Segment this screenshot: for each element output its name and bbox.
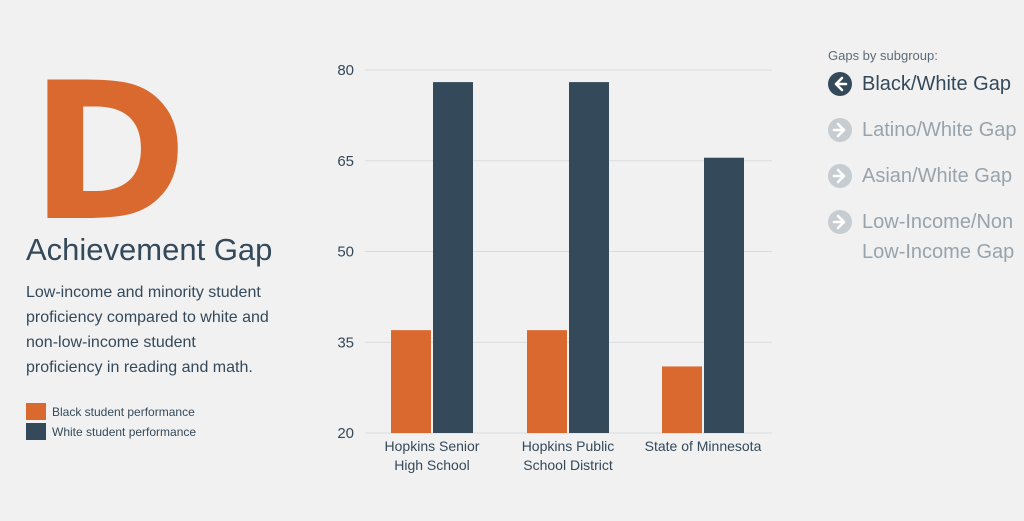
x-category-label: High School [394, 457, 470, 473]
y-tick-label: 80 [337, 62, 354, 79]
x-category-label: State of Minnesota [645, 438, 762, 454]
gap-item-asian-white[interactable]: Asian/White Gap [828, 161, 1018, 191]
section-title: Achievement Gap [26, 232, 273, 267]
gaps-panel: Gaps by subgroup: Black/White Gap Latino/… [828, 48, 1018, 283]
arrow-right-icon [828, 164, 852, 188]
gaps-header: Gaps by subgroup: [828, 48, 938, 63]
bar-white-0 [433, 82, 473, 433]
y-tick-label: 65 [337, 153, 354, 170]
section-description: Low-income and minority student proficie… [26, 284, 269, 376]
gap-label: Black/White Gap [862, 73, 1011, 95]
legend-item-black: Black student performance [26, 402, 196, 421]
y-tick-label: 50 [337, 244, 354, 261]
gap-item-latino-white[interactable]: Latino/White Gap [828, 115, 1018, 145]
gap-label: Low-Income/Non Low-Income Gap [862, 211, 1015, 263]
gap-item-black-white[interactable]: Black/White Gap [828, 69, 1018, 99]
bar-white-2 [704, 157, 744, 433]
bar-chart: 20 35 50 65 80 Hopkins Senior High School Hopki… [337, 62, 772, 473]
chart-legend: Black student performance White student … [26, 402, 196, 442]
legend-label: White student performance [52, 424, 197, 439]
x-category-label: Hopkins Public [522, 438, 615, 454]
legend-swatch-black [26, 403, 46, 420]
x-category-label: School District [523, 457, 613, 473]
arrow-right-icon [828, 210, 852, 234]
gap-label: Asian/White Gap [862, 165, 1013, 187]
legend-label: Black student performance [52, 404, 195, 419]
gap-list: Black/White Gap Latino/White Gap Asian/Whi… [828, 69, 1018, 267]
legend-item-white: White student performance [26, 422, 196, 441]
bar-white-1 [569, 82, 609, 433]
y-tick-label: 20 [337, 425, 354, 442]
bar-black-1 [527, 330, 567, 433]
x-category-label: Hopkins Senior [385, 438, 480, 454]
bar-black-0 [391, 330, 431, 433]
gap-label: Latino/White Gap [862, 119, 1017, 141]
bar-black-2 [662, 366, 702, 433]
legend-swatch-white [26, 423, 46, 440]
gap-item-low-income[interactable]: Low-Income/Non Low-Income Gap [828, 207, 1018, 267]
grade-letter: D [30, 42, 188, 263]
arrow-right-icon [828, 118, 852, 142]
y-tick-label: 35 [337, 334, 354, 351]
arrow-left-icon [828, 72, 852, 96]
